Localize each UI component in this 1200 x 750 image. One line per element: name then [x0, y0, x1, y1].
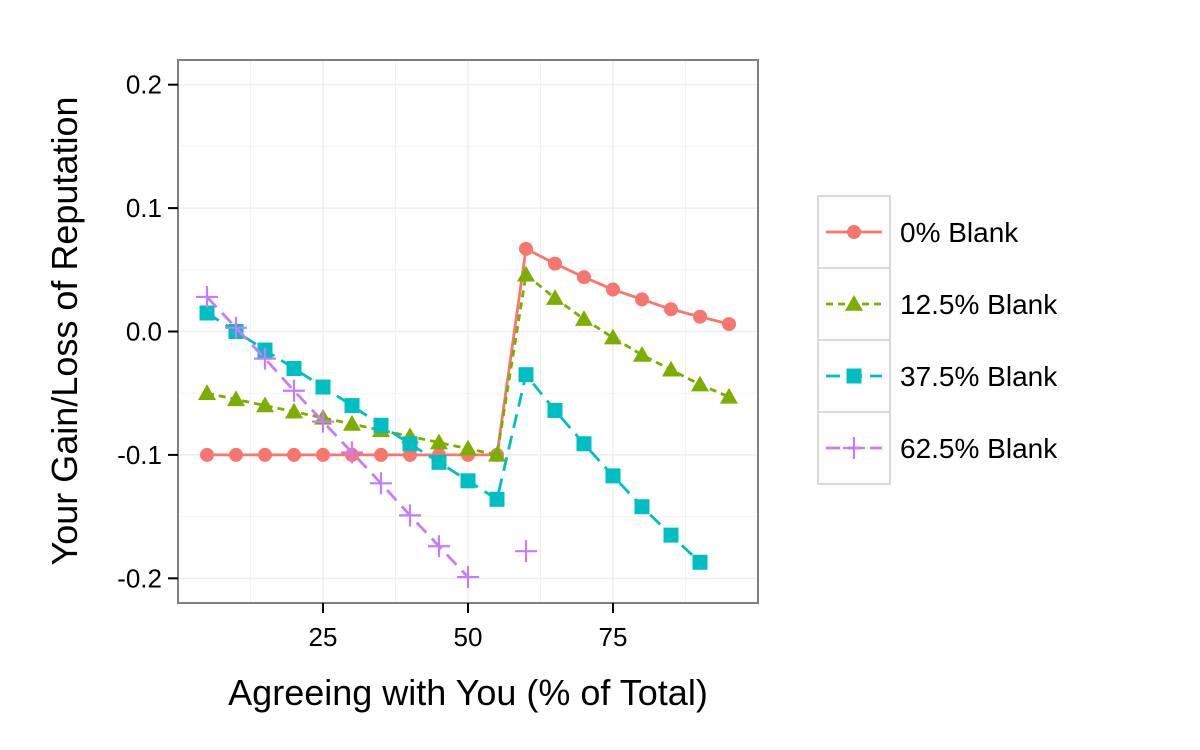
data-point [515, 540, 537, 563]
data-point [229, 447, 243, 462]
data-point [604, 328, 622, 345]
data-point [634, 499, 650, 515]
data-point [312, 410, 334, 433]
data-point [315, 379, 331, 395]
legend-key-marker [843, 437, 865, 459]
data-point [399, 504, 421, 527]
data-point [254, 347, 276, 370]
data-point [519, 241, 533, 256]
data-point [286, 361, 302, 377]
data-point [606, 282, 620, 297]
data-point [370, 472, 392, 495]
series-4 [196, 285, 537, 589]
series-layer [196, 241, 738, 589]
data-point [431, 454, 447, 470]
data-point [225, 316, 247, 339]
data-point [575, 310, 593, 326]
legend-key-marker [846, 368, 862, 384]
data-point [720, 387, 738, 404]
data-point [662, 360, 680, 377]
legend-key-marker [847, 225, 861, 239]
data-point [518, 367, 534, 383]
y-tick-label: 0.2 [126, 70, 162, 100]
data-point [430, 433, 448, 450]
x-tick-label: 25 [309, 622, 338, 652]
data-point [548, 256, 562, 271]
data-point [577, 270, 591, 285]
data-point [460, 473, 476, 489]
data-point [547, 402, 563, 418]
x-axis-title: Agreeing with You (% of Total) [228, 672, 708, 713]
data-point [200, 447, 214, 462]
y-axis-title: Your Gain/Loss of Reputation [44, 97, 85, 566]
data-point [633, 345, 651, 362]
data-point [402, 436, 418, 452]
data-point [316, 447, 330, 462]
data-point [287, 447, 301, 462]
data-point [722, 317, 736, 332]
series-line [205, 295, 470, 579]
data-point [196, 285, 218, 308]
legend: 0% Blank 12.5% Blank 37.5% Blank 62.5% Blan… [817, 195, 1058, 485]
data-point [373, 417, 389, 433]
data-point [227, 390, 245, 407]
x-tick-label: 75 [599, 622, 628, 652]
x-tick-label: 50 [454, 622, 483, 652]
data-point [517, 265, 535, 282]
y-tick-label: -0.2 [117, 563, 162, 593]
data-point [693, 309, 707, 324]
data-point [403, 447, 417, 462]
data-point [635, 292, 649, 307]
data-point [576, 436, 592, 452]
grid-layer [178, 60, 758, 603]
data-point [285, 402, 303, 419]
legend-label: 0% Blank [900, 217, 1019, 248]
data-point [198, 384, 216, 400]
data-point [459, 439, 477, 456]
data-point [663, 527, 679, 543]
data-point [199, 305, 215, 321]
data-point [428, 535, 450, 558]
data-point [343, 415, 361, 431]
legend-label: 62.5% Blank [900, 433, 1058, 464]
legend-label: 12.5% Blank [900, 289, 1058, 320]
data-point [344, 398, 360, 414]
y-tick-label: 0.0 [126, 317, 162, 347]
data-point [457, 566, 479, 589]
data-point [488, 445, 506, 462]
data-point [341, 441, 363, 464]
axis-layer: -0.2 -0.1 0.0 0.1 0.2 25 50 75 [117, 70, 627, 652]
data-point [283, 379, 305, 402]
data-point [664, 302, 678, 317]
data-point [256, 396, 274, 413]
data-point [691, 375, 709, 392]
data-point [692, 554, 708, 570]
data-point [605, 468, 621, 484]
y-tick-label: -0.1 [117, 440, 162, 470]
y-tick-label: 0.1 [126, 193, 162, 223]
legend-label: 37.5% Blank [900, 361, 1058, 392]
legend-key-marker [845, 295, 863, 311]
data-point [546, 289, 564, 305]
data-point [489, 491, 505, 507]
data-point [258, 447, 272, 462]
data-point [374, 447, 388, 462]
